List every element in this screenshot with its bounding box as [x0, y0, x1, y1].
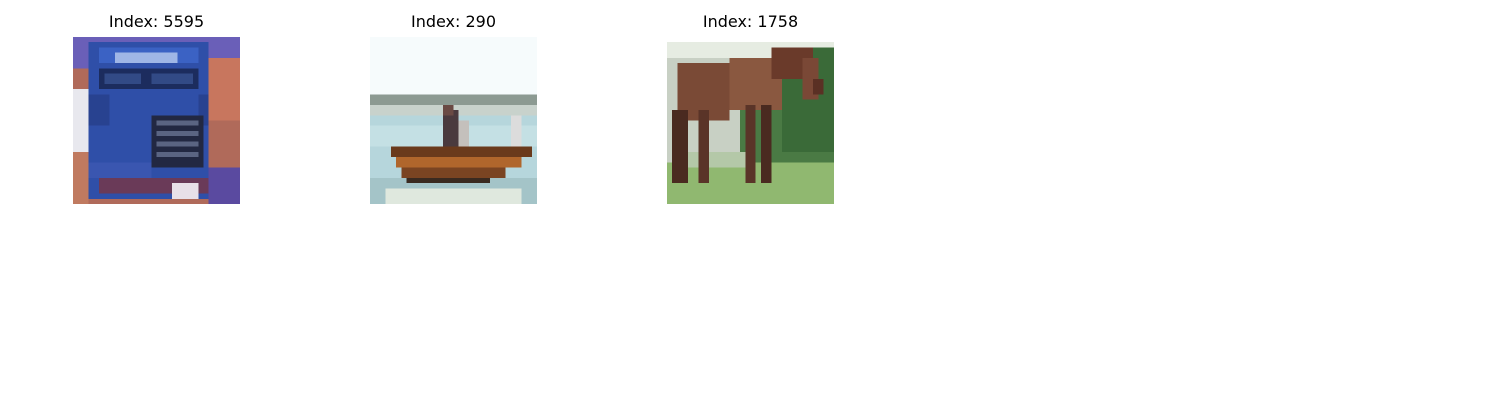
panel-title: Index: 290	[410, 12, 497, 31]
boat-image	[370, 37, 537, 204]
panel-title: Index: 5595	[108, 12, 205, 31]
panel-title: Index: 1758	[702, 12, 799, 31]
horse-image	[667, 37, 834, 204]
truck-image	[73, 37, 240, 204]
